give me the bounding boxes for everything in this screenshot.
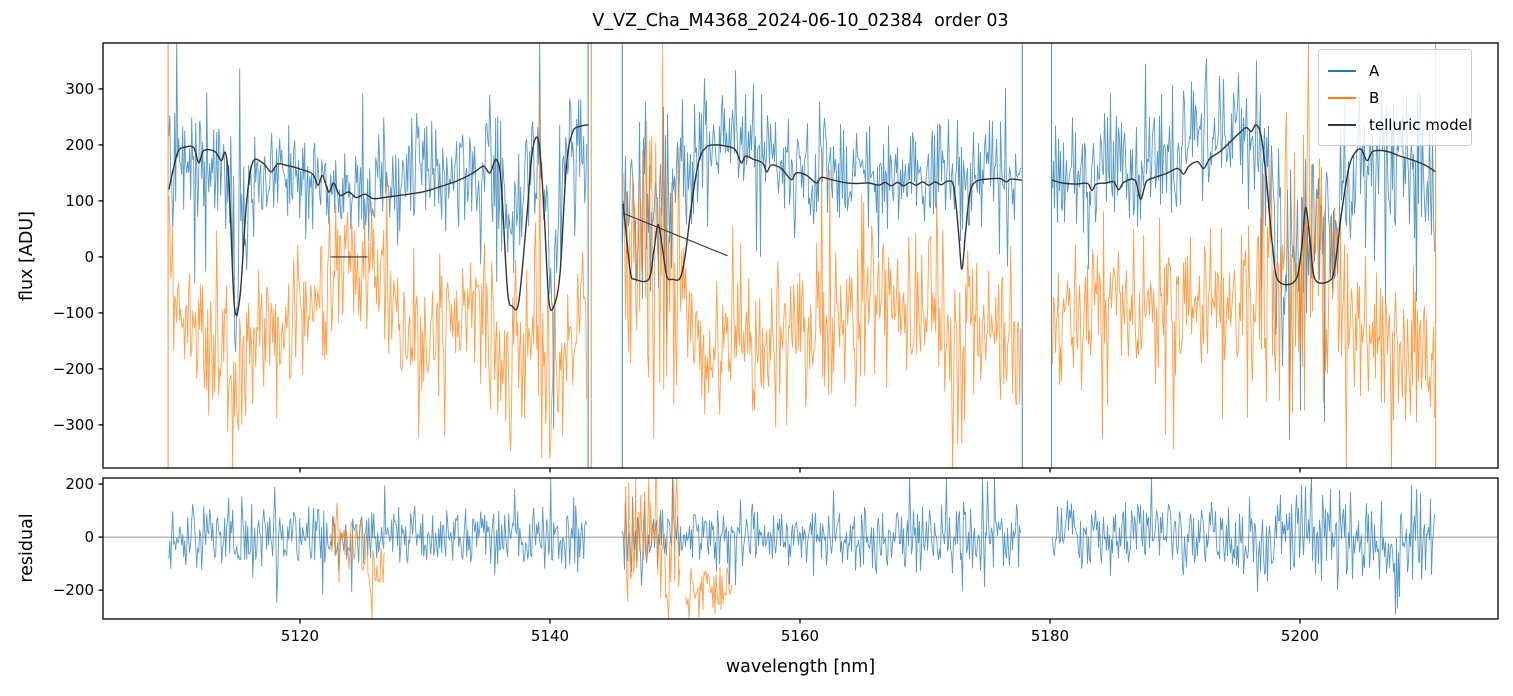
series-a-trace bbox=[1052, 58, 1435, 440]
legend-entry-b: B bbox=[1328, 84, 1461, 111]
flux-axis-label: flux [ADU] bbox=[17, 211, 37, 301]
y-tick-label: 100 bbox=[65, 192, 94, 210]
telluric-model-curve bbox=[1051, 124, 1436, 286]
flux-panel-data bbox=[167, 43, 1437, 468]
legend: A B telluric model bbox=[1318, 49, 1472, 146]
telluric-model-line-swatch bbox=[1328, 123, 1356, 126]
y-tick-label: −100 bbox=[53, 304, 94, 322]
y-tick-label: −200 bbox=[53, 360, 94, 378]
x-tick-label: 5200 bbox=[1281, 627, 1319, 645]
series-a-line-swatch bbox=[1328, 69, 1356, 72]
y-tick-label: −300 bbox=[53, 416, 94, 434]
legend-entry-telluric: telluric model bbox=[1328, 111, 1472, 138]
artifact-line bbox=[622, 212, 728, 257]
series-b-trace bbox=[1052, 43, 1435, 468]
series-b-line-swatch bbox=[1328, 96, 1356, 99]
x-tick-label: 5140 bbox=[531, 627, 569, 645]
series-a-residual-trace bbox=[1052, 478, 1435, 615]
y-tick-label: 0 bbox=[84, 528, 94, 546]
y-tick-label: 200 bbox=[65, 475, 94, 493]
series-b-trace bbox=[623, 43, 1022, 468]
series-b-residual-trace bbox=[623, 478, 681, 619]
chart-title: V_VZ_Cha_M4368_2024-06-10_02384 order 03 bbox=[592, 11, 1009, 31]
x-tick-label: 5180 bbox=[1031, 627, 1069, 645]
telluric-model-curve bbox=[622, 144, 1022, 283]
y-tick-label: 300 bbox=[65, 80, 94, 98]
telluric-model-curve bbox=[168, 124, 589, 316]
series-b-trace bbox=[168, 88, 588, 468]
series-b-residual-trace bbox=[329, 502, 386, 619]
series-b-residual-trace bbox=[684, 566, 733, 619]
legend-entry-a: A bbox=[1328, 57, 1461, 84]
residual-panel-data bbox=[103, 478, 1498, 619]
legend-label-telluric: telluric model bbox=[1369, 115, 1473, 134]
x-tick-label: 5120 bbox=[281, 627, 319, 645]
legend-label-b: B bbox=[1369, 88, 1380, 107]
series-a-trace bbox=[168, 43, 588, 430]
y-tick-label: −200 bbox=[53, 581, 94, 599]
legend-label-a: A bbox=[1369, 61, 1380, 80]
residual-axis-label: residual bbox=[17, 513, 37, 583]
series-a-residual-trace bbox=[622, 478, 1021, 591]
series-a-residual-trace bbox=[168, 478, 588, 603]
y-tick-label: 0 bbox=[84, 248, 94, 266]
y-tick-label: 200 bbox=[65, 136, 94, 154]
series-a-trace bbox=[622, 70, 1021, 335]
x-tick-label: 5160 bbox=[781, 627, 819, 645]
wavelength-axis-label: wavelength [nm] bbox=[725, 657, 876, 677]
